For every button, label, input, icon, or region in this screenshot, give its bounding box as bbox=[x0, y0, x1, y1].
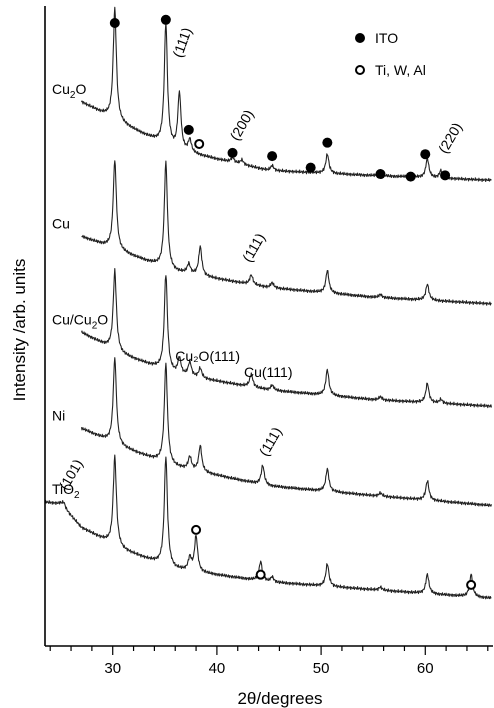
series-Cu₂O: Cu2O (111) (200) (220) bbox=[52, 6, 492, 183]
x-tick-label: 40 bbox=[209, 660, 226, 677]
legend-label: Ti, W, Al bbox=[375, 62, 426, 78]
legend-label: ITO bbox=[375, 30, 398, 46]
series-label: TiO2 bbox=[52, 481, 80, 501]
peak-annotation: (111) bbox=[239, 230, 268, 265]
y-axis-label: Intensity /arb. units bbox=[10, 259, 29, 402]
series-line bbox=[80, 6, 492, 183]
legend: ITO Ti, W, Al bbox=[355, 30, 426, 78]
peak-annotation: Cu₂O(111) bbox=[175, 348, 240, 364]
metal-marker bbox=[255, 569, 266, 580]
ito-marker bbox=[227, 147, 238, 158]
ito-marker bbox=[375, 169, 386, 180]
series-label: Cu2O bbox=[52, 81, 86, 101]
axes: 30 40 50 60 bbox=[44, 6, 493, 677]
peak-annotation: (200) bbox=[226, 107, 256, 143]
peak-annotation: (101) bbox=[56, 456, 86, 492]
ito-marker bbox=[405, 171, 416, 182]
series-TiO₂: TiO2(101) bbox=[44, 454, 492, 600]
x-tick-label: 60 bbox=[417, 660, 434, 677]
series-Cu: Cu (111) bbox=[52, 160, 492, 306]
ito-marker bbox=[305, 162, 316, 173]
peak-annotation: (111) bbox=[256, 424, 285, 459]
ito-marker bbox=[322, 137, 333, 148]
series-line bbox=[44, 454, 492, 600]
metal-marker bbox=[466, 579, 477, 590]
series-line bbox=[81, 160, 492, 306]
ito-marker bbox=[267, 151, 278, 162]
x-axis-label: 2θ/degrees bbox=[237, 689, 322, 708]
series-Cu/Cu₂O: Cu/Cu2O Cu₂O(111)Cu(111) bbox=[52, 268, 492, 409]
ito-marker bbox=[420, 149, 431, 160]
series-label: Ni bbox=[52, 407, 65, 423]
ito-marker bbox=[160, 14, 171, 25]
ito-marker bbox=[183, 124, 194, 135]
metal-marker bbox=[191, 524, 202, 535]
series-line bbox=[80, 268, 492, 409]
ito-marker bbox=[109, 18, 120, 28]
peak-annotation: Cu(111) bbox=[244, 364, 293, 380]
legend-marker-open bbox=[355, 65, 365, 75]
plot-area: Cu2O (111) (200) (220) Cu (111) Cu/Cu2O Cu₂O(11… bbox=[44, 6, 492, 600]
metal-marker bbox=[194, 138, 205, 149]
ito-marker bbox=[440, 170, 451, 181]
series-line bbox=[80, 357, 492, 508]
series-label: Cu bbox=[52, 215, 70, 231]
x-tick-label: 50 bbox=[313, 660, 330, 677]
x-tick-label: 30 bbox=[104, 660, 121, 677]
series-label: Cu/Cu2O bbox=[52, 311, 108, 331]
legend-marker-filled bbox=[355, 33, 365, 43]
peak-annotation: (111) bbox=[169, 25, 195, 59]
peak-annotation: (220) bbox=[435, 120, 465, 156]
